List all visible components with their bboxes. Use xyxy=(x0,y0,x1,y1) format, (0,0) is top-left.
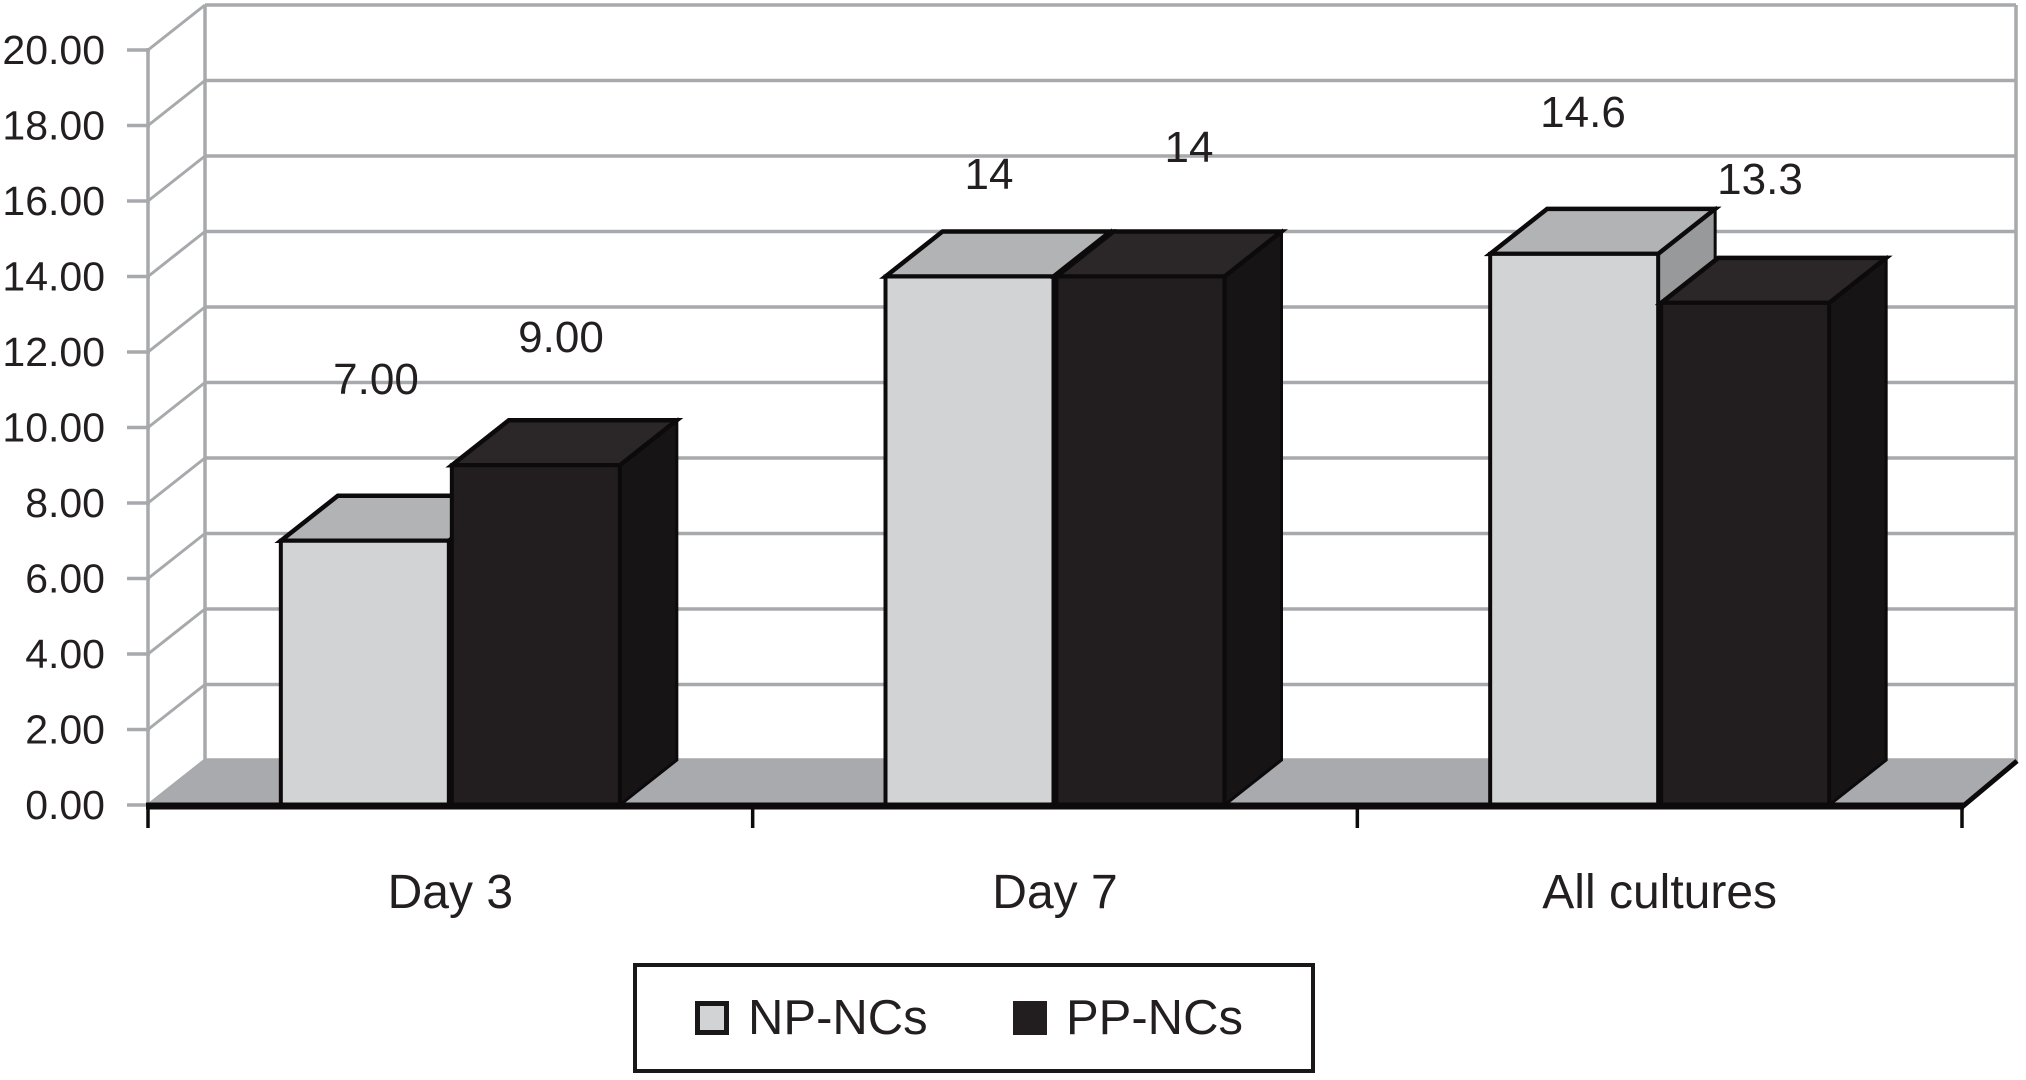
data-label: 9.00 xyxy=(518,313,604,362)
left-wall-diagonal xyxy=(147,683,206,731)
y-tick-label: 10.00 xyxy=(2,405,105,451)
data-label: 14 xyxy=(1165,123,1214,172)
bar-pp-ncs-day-7-front xyxy=(1054,274,1227,808)
y-tick-label: 4.00 xyxy=(25,631,105,677)
legend-label-pp-ncs: PP-NCs xyxy=(1066,991,1243,1045)
y-tick-label: 16.00 xyxy=(2,178,105,224)
y-tick-label: 14.00 xyxy=(2,254,105,300)
left-wall-diagonal xyxy=(147,758,206,807)
floor-right-edge xyxy=(1960,759,2019,809)
y-tick-label: 6.00 xyxy=(25,556,105,602)
bar-pp-ncs-day-3-front xyxy=(449,463,622,808)
y-tick-label: 18.00 xyxy=(2,103,105,149)
data-label: 14 xyxy=(965,150,1014,199)
left-wall-diagonal xyxy=(147,607,206,656)
bar-np-ncs-day-7-front xyxy=(883,274,1056,808)
legend-item-np-ncs: NP-NCs xyxy=(695,967,928,1069)
bar-pp-ncs-day-3-side xyxy=(618,417,679,809)
x-category-label: All cultures xyxy=(1542,866,1777,919)
legend-item-pp-ncs: PP-NCs xyxy=(1013,967,1243,1069)
bar-pp-ncs-all-cultures-side xyxy=(1827,254,1888,809)
y-tick-label: 8.00 xyxy=(25,480,105,526)
bar-pp-ncs-all-cultures-front xyxy=(1659,300,1832,808)
left-wall-diagonal xyxy=(147,79,206,127)
left-wall-diagonal xyxy=(147,3,206,52)
legend-label-np-ncs: NP-NCs xyxy=(748,991,928,1045)
y-tick-label: 12.00 xyxy=(2,329,105,375)
left-wall-diagonal xyxy=(147,154,206,203)
x-category-label: Day 3 xyxy=(388,866,513,919)
left-wall-diagonal xyxy=(147,532,206,580)
left-wall-diagonal xyxy=(147,230,206,278)
data-label: 13.3 xyxy=(1717,155,1803,204)
pp-ncs-swatch-icon xyxy=(1013,1001,1047,1035)
left-wall-diagonal xyxy=(147,456,206,505)
x-category-label: Day 7 xyxy=(992,866,1117,919)
data-label: 14.6 xyxy=(1540,88,1626,137)
legend: NP-NCs PP-NCs xyxy=(633,963,1315,1073)
left-wall-diagonal xyxy=(147,305,206,354)
np-ncs-swatch-icon xyxy=(695,1001,729,1035)
bar-pp-ncs-day-7-side xyxy=(1223,228,1283,809)
y-tick-label: 2.00 xyxy=(25,707,105,753)
bar-np-ncs-all-cultures-front xyxy=(1488,251,1661,808)
bar-np-ncs-day-3-front xyxy=(278,538,451,808)
data-label: 7.00 xyxy=(333,355,419,404)
left-wall-diagonal xyxy=(147,381,206,429)
y-tick-label: 0.00 xyxy=(25,782,105,828)
y-tick-label: 20.00 xyxy=(2,27,105,73)
